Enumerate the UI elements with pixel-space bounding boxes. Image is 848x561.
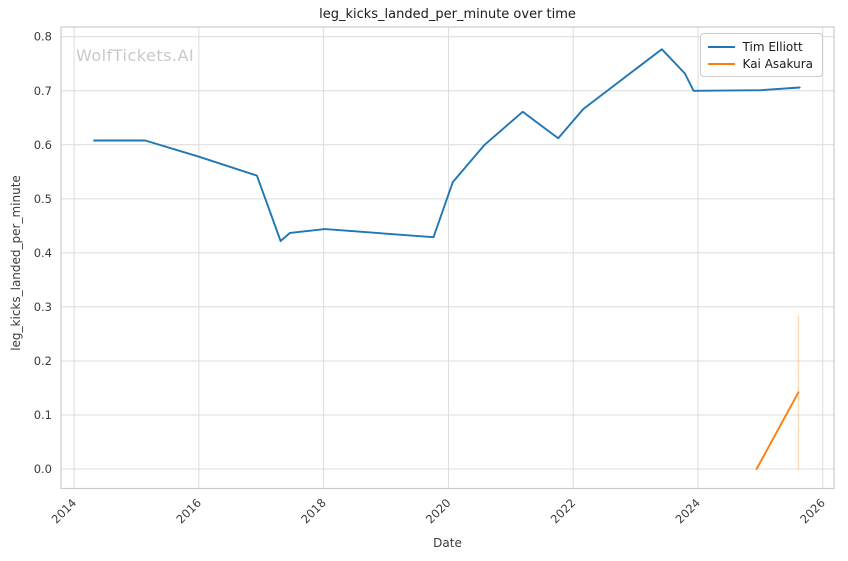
x-tick-label: 2016	[173, 496, 204, 527]
y-tick-label: 0.1	[34, 408, 52, 422]
legend: Tim Elliott Kai Asakura	[699, 33, 823, 77]
legend-line-swatch-orange	[707, 62, 735, 65]
legend-item-kai-asakura: Kai Asakura	[707, 55, 813, 72]
y-tick-label: 0.4	[34, 246, 52, 260]
chart-title: leg_kicks_landed_per_minute over time	[319, 7, 576, 22]
y-axis-label: leg_kicks_landed_per_minute	[9, 175, 23, 351]
legend-line-swatch-blue	[707, 45, 735, 48]
series-line-tim-elliott	[93, 48, 801, 242]
x-tick-label: 2024	[673, 496, 704, 527]
x-tick-label: 2022	[548, 496, 579, 527]
y-tick-label: 0.7	[34, 84, 52, 98]
x-tick-label: 2018	[298, 496, 329, 527]
legend-label: Tim Elliott	[742, 39, 803, 54]
y-tick-label: 0.2	[34, 354, 52, 368]
series-line-kai-asakura	[755, 391, 800, 470]
x-tick-label: 2014	[49, 496, 80, 527]
y-tick-label: 0.0	[34, 462, 52, 476]
y-tick-label: 0.8	[34, 30, 52, 44]
x-tick-label: 2026	[797, 496, 828, 527]
plot-border	[60, 26, 835, 490]
y-tick-label: 0.3	[34, 300, 52, 314]
legend-item-tim-elliott: Tim Elliott	[707, 38, 813, 55]
watermark: WolfTickets.AI	[76, 46, 195, 65]
legend-label: Kai Asakura	[742, 56, 813, 71]
x-axis-label: Date	[433, 536, 462, 550]
y-tick-label: 0.6	[34, 138, 52, 152]
y-tick-label: 0.5	[34, 192, 52, 206]
x-tick-label: 2020	[423, 496, 454, 527]
